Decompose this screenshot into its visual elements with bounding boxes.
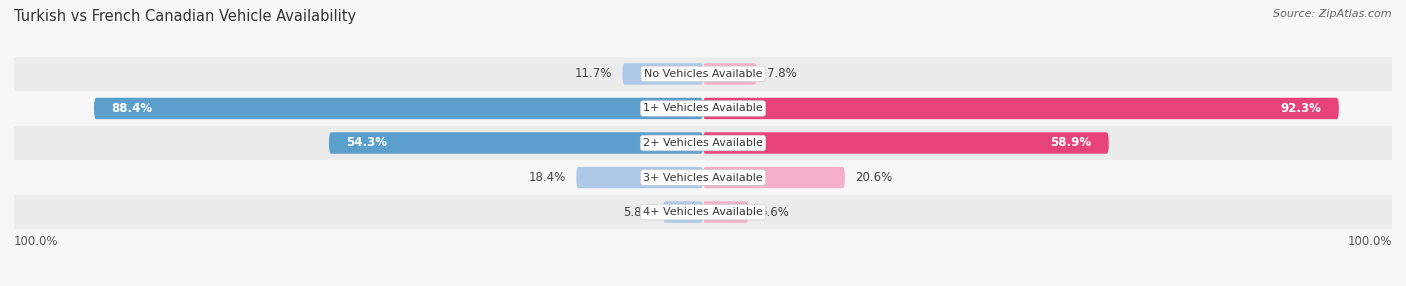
FancyBboxPatch shape: [703, 167, 845, 188]
Text: 92.3%: 92.3%: [1281, 102, 1322, 115]
Text: Source: ZipAtlas.com: Source: ZipAtlas.com: [1274, 9, 1392, 19]
FancyBboxPatch shape: [623, 63, 703, 85]
FancyBboxPatch shape: [576, 167, 703, 188]
FancyBboxPatch shape: [703, 132, 1109, 154]
Text: 18.4%: 18.4%: [529, 171, 565, 184]
FancyBboxPatch shape: [703, 201, 748, 223]
Bar: [14, 195, 1392, 229]
FancyBboxPatch shape: [329, 132, 703, 154]
FancyBboxPatch shape: [703, 63, 756, 85]
Text: No Vehicles Available: No Vehicles Available: [644, 69, 762, 79]
Text: 58.9%: 58.9%: [1050, 136, 1091, 150]
Text: 100.0%: 100.0%: [1347, 235, 1392, 247]
Text: 2+ Vehicles Available: 2+ Vehicles Available: [643, 138, 763, 148]
FancyBboxPatch shape: [664, 201, 703, 223]
Bar: [14, 160, 1392, 195]
Bar: [14, 91, 1392, 126]
Text: 7.8%: 7.8%: [768, 67, 797, 80]
FancyBboxPatch shape: [94, 98, 703, 119]
FancyBboxPatch shape: [703, 98, 1339, 119]
Text: 3+ Vehicles Available: 3+ Vehicles Available: [643, 172, 763, 182]
Text: 1+ Vehicles Available: 1+ Vehicles Available: [643, 104, 763, 114]
Text: 20.6%: 20.6%: [855, 171, 893, 184]
Text: Turkish vs French Canadian Vehicle Availability: Turkish vs French Canadian Vehicle Avail…: [14, 9, 356, 23]
Bar: [14, 126, 1392, 160]
Bar: [14, 57, 1392, 91]
Text: 11.7%: 11.7%: [575, 67, 612, 80]
Text: 5.8%: 5.8%: [623, 206, 652, 219]
Text: 88.4%: 88.4%: [111, 102, 152, 115]
Text: 54.3%: 54.3%: [346, 136, 387, 150]
Text: 100.0%: 100.0%: [14, 235, 59, 247]
Text: 6.6%: 6.6%: [759, 206, 789, 219]
Text: 4+ Vehicles Available: 4+ Vehicles Available: [643, 207, 763, 217]
